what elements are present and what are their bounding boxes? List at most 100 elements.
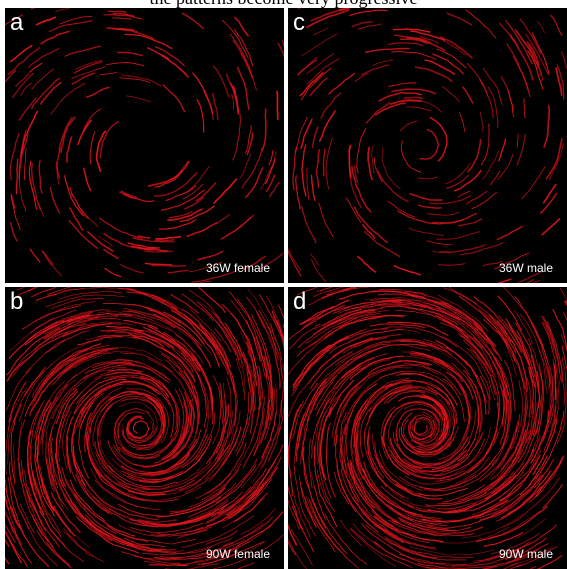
fiber-strand [313,287,345,298]
fiber-strand [288,499,300,531]
fiber-strand [378,457,414,492]
fiber-strand [242,396,266,468]
fiber-strand [66,136,73,163]
fiber-strand [349,9,388,17]
fiber-strand [334,472,350,505]
fiber-strand [419,128,440,160]
fiber-strand [497,436,523,479]
fiber-strand [269,181,281,198]
fiber-strand [477,550,513,562]
fiber-strand [195,182,217,202]
fiber-strand [491,435,510,467]
fiber-strand [367,146,373,181]
fiber-strand [292,146,298,191]
fiber-strand [321,287,356,299]
fiber-strand [99,368,143,376]
fiber-strand [378,288,427,296]
fiber-strand [261,108,267,152]
fiber-strand [90,461,145,501]
fiber-strand [5,69,17,83]
fiber-strand [126,412,155,442]
fiber-strand [461,405,470,442]
fiber-strand [406,37,431,44]
fiber-strand [438,263,465,266]
fiber-strand [121,438,174,459]
fiber-strand [6,327,61,376]
fiber-strand [503,450,542,494]
fiber-strand [72,359,142,379]
fiber-strand [236,66,250,111]
fiber-strand [112,13,135,17]
fiber-strand [431,310,490,356]
fiber-strand [59,15,93,25]
fiber-strand [180,500,229,524]
fiber-strand [246,296,265,329]
fiber-strand [87,231,114,252]
fiber-strand [423,302,489,344]
fiber-strand [131,391,166,418]
fiber-strand [165,359,195,398]
fiber-strand [103,374,164,390]
fiber-strand [107,440,164,474]
fiber-strand [227,466,279,519]
fiber-strand [7,537,28,568]
fiber-strand [31,77,61,110]
fiber-strand [498,315,530,366]
fiber-strand [217,410,233,461]
fiber-strand [94,441,151,491]
fiber-strand [154,553,215,560]
fiber-strand [189,352,212,419]
fiber-strand [34,478,61,533]
fiber-strand [270,323,283,361]
fiber-strand [87,434,126,496]
fiber-strand [120,264,144,274]
fiber-strand [163,401,188,461]
fiber-strand [251,424,279,484]
fiber-strand [504,537,547,560]
fiber-strand [15,158,19,195]
fiber-strand [299,71,324,97]
fiber-strand [253,400,270,457]
fiber-strand [118,401,158,434]
fiber-strand [181,351,208,412]
fiber-strand [126,287,178,310]
fiber-strand [528,381,537,441]
fiber-strand [339,519,363,547]
fiber-strand [316,287,333,293]
fiber-strand [313,27,329,36]
fiber-strand [354,382,402,450]
fiber-strand [73,376,134,415]
fiber-strand [91,347,163,362]
fiber-strand [404,290,449,305]
fiber-strand [349,172,362,209]
fiber-strand [457,406,479,462]
fiber-strand [116,51,144,57]
fiber-strand [271,310,284,343]
fiber-strand [371,145,375,174]
fiber-strand [230,313,253,353]
fiber-strand [393,431,432,467]
fiber-strand [354,72,370,82]
fiber-strand [479,375,490,415]
fiber-strand [300,205,317,244]
fiber-strand [355,457,413,522]
fiber-strand [363,429,404,498]
fiber-strand [348,144,352,179]
fiber-strand [560,362,566,406]
fiber-strand [153,397,189,464]
fiber-strand [73,446,84,479]
fiber-strand [525,403,535,444]
fiber-strand [34,439,55,517]
fiber-strand [116,483,184,494]
fiber-strand [392,520,474,536]
fiber-strand [431,250,451,254]
fiber-strand [25,339,66,374]
fiber-strand [389,438,423,470]
fiber-strand [143,250,174,253]
fiber-strand [479,112,484,132]
fiber-strand [442,491,506,514]
fiber-strand [468,378,480,430]
fiber-strand [20,459,31,504]
fiber-strand [373,541,405,561]
fiber-strand [353,383,393,447]
